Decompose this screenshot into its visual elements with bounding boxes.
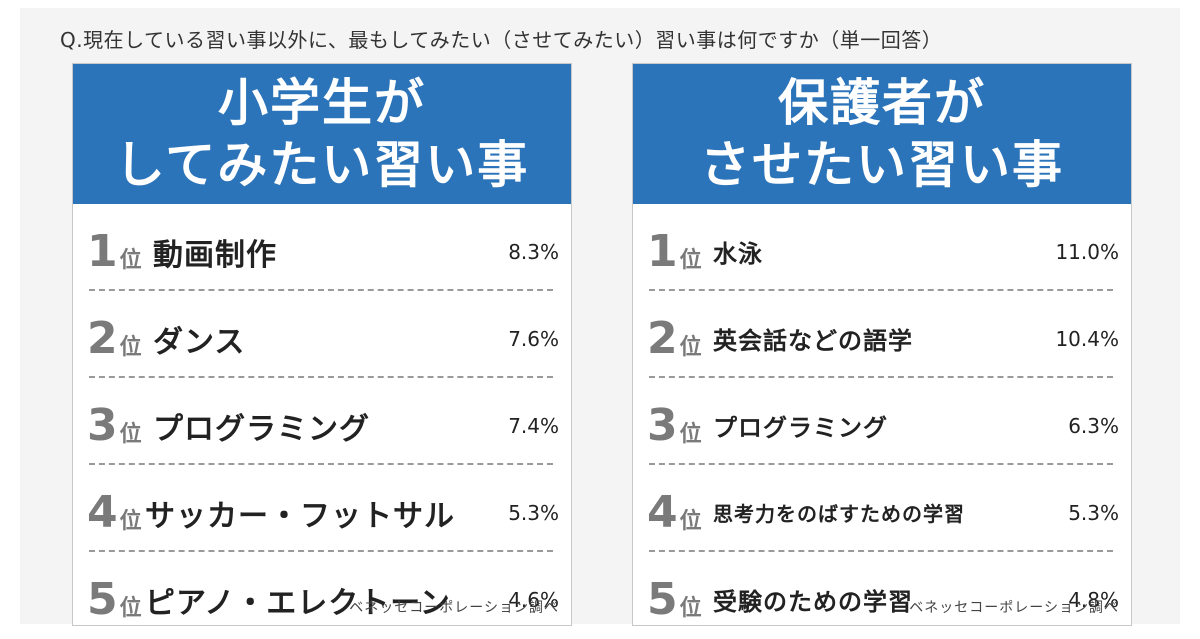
rank-number: 1 (647, 226, 678, 277)
source-credit: ベネッセコーポレーション調べ (909, 600, 1119, 616)
rank-suffix: 位 (679, 422, 702, 447)
rank-suffix: 位 (119, 422, 142, 447)
dashed-divider (89, 550, 553, 552)
dashed-divider (649, 463, 1113, 465)
dashed-divider (89, 463, 553, 465)
rank-suffix: 位 (119, 509, 142, 534)
activity-name: 英会話などの語学 (713, 327, 913, 355)
activity-name: 受験のための学習 (713, 588, 913, 616)
activity-name: 思考力をのばすための学習 (713, 502, 965, 526)
percentage: 8.3% (508, 240, 559, 264)
panel-title-line: 保護者が (778, 74, 986, 132)
activity-name: 動画制作 (153, 238, 277, 273)
panel-title-line: 小学生が (218, 74, 426, 132)
rank-number: 5 (87, 574, 118, 625)
percentage: 7.4% (508, 414, 559, 438)
source-credit: ベネッセコーポレーション調べ (349, 600, 559, 616)
activity-name: ピアノ・エレクトーン (145, 586, 451, 621)
percentage: 5.3% (508, 501, 559, 525)
percentage: 4.8% (1068, 588, 1119, 612)
percentage: 6.3% (1068, 414, 1119, 438)
panel-title: 保護者が させたい習い事 (633, 64, 1131, 204)
rank-number: 1 (87, 226, 118, 277)
percentage: 5.3% (1068, 501, 1119, 525)
dashed-divider (649, 289, 1113, 291)
chart-canvas: Q.現在している習い事以外に、最もしてみたい（させてみたい）習い事は何ですか（単… (20, 8, 1180, 626)
activity-name: 水泳 (713, 240, 763, 268)
rank-number: 3 (647, 400, 678, 451)
rank-number: 2 (647, 313, 678, 364)
rank-suffix: 位 (679, 596, 702, 621)
dashed-divider (649, 550, 1113, 552)
rank-number: 2 (87, 313, 118, 364)
percentage: 4.6% (508, 588, 559, 612)
rank-suffix: 位 (119, 335, 142, 360)
panel-title: 小学生が してみたい習い事 (73, 64, 571, 204)
percentage: 10.4% (1055, 327, 1119, 351)
activity-name: プログラミング (713, 414, 888, 442)
rank-suffix: 位 (679, 509, 702, 534)
rank-number: 4 (87, 487, 118, 538)
rank-number: 3 (87, 400, 118, 451)
rank-suffix: 位 (679, 335, 702, 360)
percentage: 11.0% (1055, 240, 1119, 264)
dashed-divider (89, 376, 553, 378)
rank-number: 5 (647, 574, 678, 625)
rank-suffix: 位 (119, 596, 142, 621)
question-text: Q.現在している習い事以外に、最もしてみたい（させてみたい）習い事は何ですか（単… (60, 28, 943, 52)
activity-name: サッカー・フットサル (145, 499, 455, 534)
dashed-divider (89, 289, 553, 291)
dashed-divider (649, 376, 1113, 378)
panel-title-line: させたい習い事 (700, 136, 1064, 194)
activity-name: プログラミング (153, 412, 370, 447)
rank-number: 4 (647, 487, 678, 538)
rank-suffix: 位 (679, 248, 702, 273)
percentage: 7.6% (508, 327, 559, 351)
rank-suffix: 位 (119, 248, 142, 273)
activity-name: ダンス (153, 325, 246, 360)
panel-title-line: してみたい習い事 (114, 136, 530, 194)
